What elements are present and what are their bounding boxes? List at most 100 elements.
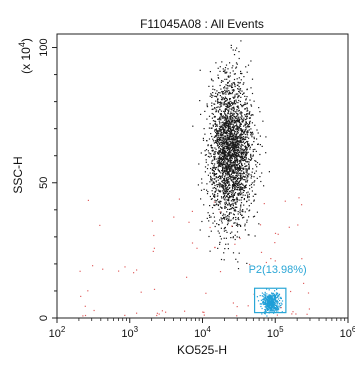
event-dot xyxy=(236,136,238,138)
event-dot xyxy=(261,172,263,174)
event-dot xyxy=(215,176,218,178)
event-dot xyxy=(240,137,243,139)
event-dot xyxy=(219,158,221,160)
event-dot xyxy=(237,261,239,263)
event-dot xyxy=(228,149,230,151)
event-dot xyxy=(230,135,233,137)
event-dot xyxy=(230,205,232,207)
event-dot xyxy=(219,125,221,128)
event-dot xyxy=(206,217,208,219)
event-dot xyxy=(230,147,232,149)
event-dot xyxy=(240,117,242,119)
event-dot xyxy=(219,219,221,221)
event-dot xyxy=(238,224,240,226)
event-dot xyxy=(234,162,236,164)
event-dot xyxy=(227,219,229,221)
event-dot xyxy=(226,187,228,189)
event-dot xyxy=(235,224,238,226)
event-dot xyxy=(213,153,215,155)
event-dot xyxy=(234,159,236,161)
event-dot xyxy=(240,204,242,206)
event-dot xyxy=(252,155,254,157)
event-dot xyxy=(214,136,216,138)
event-dot xyxy=(214,129,216,131)
event-dot xyxy=(273,312,275,314)
event-dot xyxy=(242,137,244,140)
event-dot xyxy=(276,292,278,294)
event-dot xyxy=(241,192,243,194)
event-dot xyxy=(247,174,249,176)
event-dot xyxy=(242,83,244,85)
event-dot xyxy=(237,113,239,115)
event-dot xyxy=(219,201,221,203)
event-dot xyxy=(271,295,273,297)
event-dot xyxy=(223,198,225,200)
event-dot xyxy=(225,108,227,110)
event-dot xyxy=(213,136,215,138)
event-dot xyxy=(221,175,223,177)
event-dot xyxy=(219,103,221,106)
event-dot xyxy=(244,108,247,110)
event-dot xyxy=(229,158,231,160)
event-dot xyxy=(217,204,219,207)
event-dot xyxy=(230,195,232,198)
event-dot xyxy=(223,182,225,184)
event-dot xyxy=(220,217,222,219)
event-dot xyxy=(255,160,257,162)
event-dot xyxy=(158,313,160,315)
event-dot xyxy=(250,104,252,106)
event-dot xyxy=(219,206,222,208)
event-dot xyxy=(240,123,242,125)
event-dot xyxy=(245,179,247,181)
event-dot xyxy=(226,182,229,184)
event-dot xyxy=(239,134,241,136)
event-dot xyxy=(209,216,211,218)
event-dot xyxy=(221,154,223,156)
event-dot xyxy=(271,306,273,308)
event-dot xyxy=(212,85,214,87)
event-dot xyxy=(217,161,220,163)
event-dot xyxy=(246,148,248,150)
event-dot xyxy=(218,101,220,104)
event-dot xyxy=(173,216,175,218)
event-dot xyxy=(233,208,235,210)
event-dot xyxy=(217,159,219,161)
event-dot xyxy=(243,82,245,84)
event-dot xyxy=(264,303,266,305)
event-dot xyxy=(253,100,255,102)
event-dot xyxy=(217,157,219,159)
event-dot xyxy=(263,203,265,205)
event-dot xyxy=(223,122,225,124)
event-dot xyxy=(243,125,245,127)
event-dot xyxy=(246,180,248,183)
event-dot xyxy=(219,243,221,245)
event-dot xyxy=(225,64,228,66)
event-dot xyxy=(226,218,228,220)
event-dot xyxy=(259,295,261,297)
event-dot xyxy=(232,195,234,197)
event-dot xyxy=(239,177,242,179)
event-dot xyxy=(222,151,224,154)
event-dot xyxy=(217,179,219,181)
event-dot xyxy=(223,153,225,155)
event-dot xyxy=(211,96,213,98)
event-dot xyxy=(228,150,230,152)
y-multiplier-label: (x 104) xyxy=(17,38,33,74)
event-dot xyxy=(241,167,243,169)
event-dot xyxy=(223,124,225,126)
event-dot xyxy=(228,204,230,206)
event-dot xyxy=(210,127,212,129)
event-dot xyxy=(222,148,224,150)
event-dot xyxy=(267,304,269,306)
event-dot xyxy=(227,109,229,111)
event-dot xyxy=(248,174,250,176)
event-dot xyxy=(237,178,239,180)
event-dot xyxy=(237,106,239,108)
event-dot xyxy=(225,84,227,86)
event-dot xyxy=(217,204,219,206)
event-dot xyxy=(236,175,238,177)
event-dot xyxy=(231,165,233,167)
event-dot xyxy=(210,162,213,164)
event-dot xyxy=(252,216,255,218)
event-dot xyxy=(226,215,229,217)
